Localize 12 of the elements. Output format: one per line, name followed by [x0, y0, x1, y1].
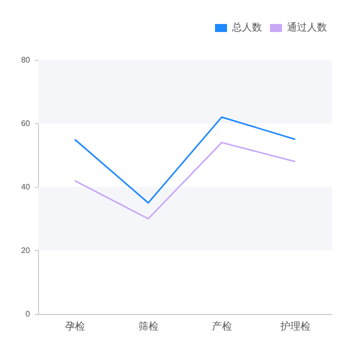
y-tick-label: 60 — [21, 119, 31, 128]
x-tick-label: 护理检 — [279, 320, 310, 332]
x-tick-label: 产检 — [212, 320, 232, 332]
legend-label: 通过人数 — [287, 22, 327, 34]
y-tick-label: 20 — [21, 246, 31, 255]
y-tick-label: 40 — [21, 182, 31, 192]
x-tick-label: 筛检 — [138, 320, 158, 332]
line-series — [74, 142, 296, 220]
x-tick-label: 孕检 — [64, 320, 85, 332]
y-tick-label: 80 — [21, 56, 31, 64]
legend-label: 总人数 — [231, 22, 262, 34]
y-tick-label: 0 — [26, 310, 31, 318]
